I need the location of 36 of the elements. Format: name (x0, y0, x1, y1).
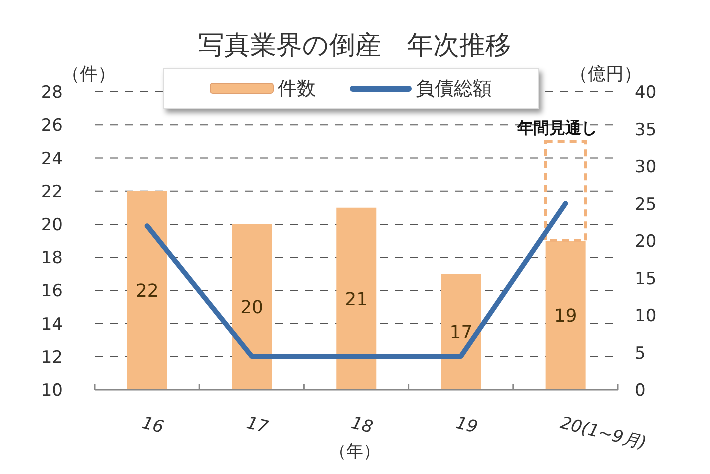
y-tick-label: 18 (41, 248, 63, 269)
y2-tick-label: 25 (635, 194, 657, 215)
y-tick-label: 20 (41, 215, 63, 236)
y2-tick-label: 40 (635, 83, 657, 104)
y-tick-label: 16 (41, 282, 63, 302)
y-tick-label: 24 (41, 149, 63, 170)
data-label: 17 (450, 322, 473, 344)
y-tick-label: 28 (41, 83, 63, 104)
y-tick-label: 12 (41, 348, 63, 368)
legend-label: 負債総額 (416, 76, 492, 102)
x-tick-label: 17 (244, 413, 271, 438)
y2-tick-label: 30 (635, 158, 657, 178)
x-axis-title: （年） (330, 442, 380, 462)
annotation: 年間見通し (516, 118, 598, 138)
y2-tick-label: 20 (635, 232, 657, 252)
chart-title: 写真業界の倒産 年次推移 (198, 30, 512, 63)
x-tick-label: 19 (454, 413, 480, 438)
data-label: 20 (240, 298, 264, 319)
legend-label: 件数 (278, 76, 316, 102)
x-tick-label: 20(1~9月) (558, 413, 649, 454)
y2-axis-title: （億円） (570, 63, 642, 85)
y2-tick-label: 0 (635, 381, 646, 402)
y2-tick-label: 15 (635, 269, 657, 290)
data-label: 19 (554, 306, 578, 327)
data-label: 22 (136, 281, 159, 302)
y-tick-label: 22 (41, 182, 63, 202)
y-axis-title: （件） (62, 63, 116, 86)
y-tick-label: 10 (41, 381, 63, 402)
x-tick-label: 18 (349, 413, 376, 438)
y-tick-label: 14 (41, 314, 63, 335)
y2-tick-label: 35 (635, 120, 657, 140)
y2-tick-label: 10 (635, 306, 657, 327)
y2-tick-label: 5 (635, 344, 646, 364)
x-tick-label: 16 (140, 413, 166, 438)
data-label: 21 (345, 289, 368, 310)
y-tick-label: 26 (41, 116, 63, 136)
